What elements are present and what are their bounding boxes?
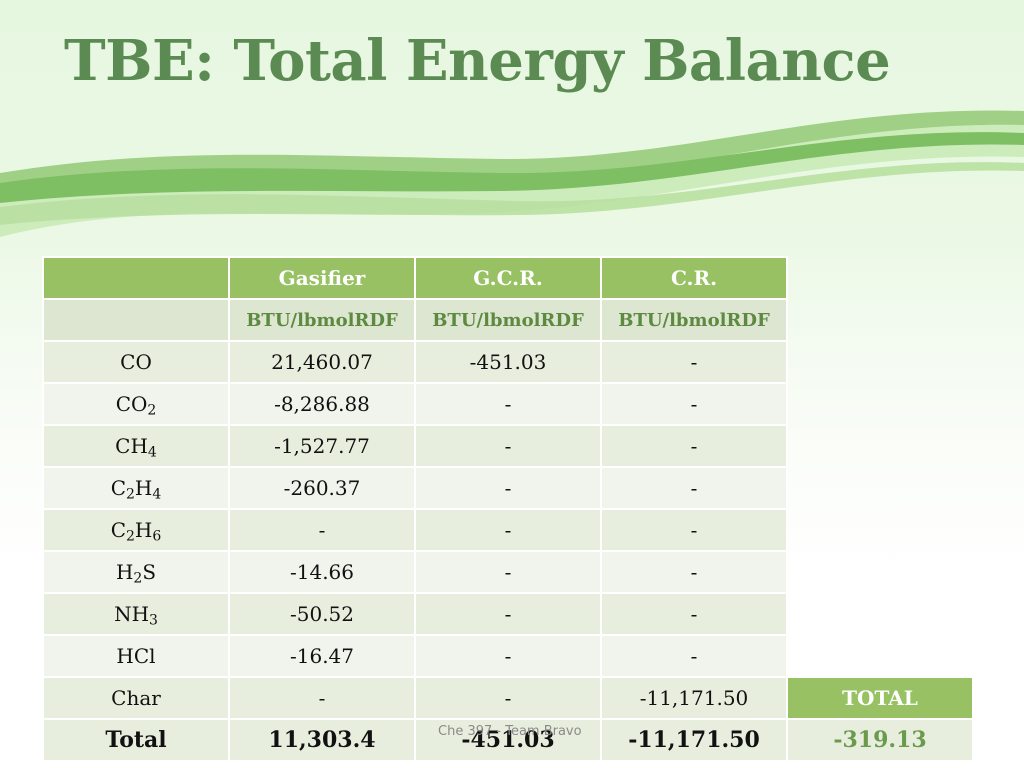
species-text: H	[115, 560, 134, 584]
table-row: CO 21,460.07 -451.03-	[42, 340, 973, 384]
species-text: C	[110, 476, 126, 500]
blank-cell	[787, 383, 973, 425]
gcr-cell: -451.03	[414, 340, 602, 384]
grand-total-value: -319.13	[786, 718, 974, 762]
decorative-swoosh	[0, 110, 1024, 237]
species-cell: Char	[42, 676, 230, 720]
total-gcr-cell: -451.03	[414, 718, 602, 762]
species-cell: NH3	[42, 592, 230, 636]
gcr-cell: -	[414, 550, 602, 594]
header-cell-blank	[42, 256, 230, 300]
gasifier-cell: -260.37	[228, 466, 416, 510]
gasifier-cell: 21,460.07	[228, 340, 416, 384]
species-text: C	[110, 518, 126, 542]
grand-total-label: TOTAL	[786, 676, 974, 720]
total-row: Total 11,303.4 -451.03 -11,171.50 -319.13	[42, 718, 974, 762]
species-text: S	[142, 560, 157, 584]
species-subscript: 4	[152, 486, 162, 503]
slide-title: TBE: Total Energy Balance	[64, 28, 891, 94]
species-cell: CO2	[42, 382, 230, 426]
table-row: C2H4 -260.37- -	[42, 466, 973, 510]
table-units-row: BTU/lbmolRDF BTU/lbmolRDF BTU/lbmolRDF	[42, 298, 973, 342]
gasifier-cell: -8,286.88	[228, 382, 416, 426]
header-cell-gasifier: Gasifier	[228, 256, 416, 300]
gcr-cell: -	[414, 466, 602, 510]
header-cell-gcr: G.C.R.	[414, 256, 602, 300]
cr-cell: -	[600, 508, 788, 552]
species-text: CO	[120, 350, 152, 374]
table-row: HCl -16.47- -	[42, 634, 973, 678]
species-text: H	[134, 476, 153, 500]
gcr-cell: -	[414, 508, 602, 552]
gcr-cell: -	[414, 634, 602, 678]
species-cell: H2S	[42, 550, 230, 594]
total-label-cell: Total	[42, 718, 230, 762]
gasifier-cell: -50.52	[228, 592, 416, 636]
table-row: H2S -14.66- -	[42, 550, 973, 594]
cr-cell: -	[600, 424, 788, 468]
table-row: Char - - -11,171.50 TOTAL	[42, 676, 974, 720]
species-cell: C2H4	[42, 466, 230, 510]
cr-cell: -	[600, 340, 788, 384]
energy-balance-table: Gasifier G.C.R. C.R. BTU/lbmolRDF BTU/lb…	[42, 256, 974, 762]
species-subscript: 6	[152, 528, 162, 545]
unit-cell-gasifier: BTU/lbmolRDF	[228, 298, 416, 342]
table-row: CO2 -8,286.88- -	[42, 382, 973, 426]
blank-cell	[787, 593, 973, 635]
species-subscript: 2	[126, 486, 135, 503]
gasifier-cell: -	[228, 676, 416, 720]
cr-cell: -	[600, 592, 788, 636]
cr-cell: -	[600, 382, 788, 426]
cr-cell: -	[600, 634, 788, 678]
species-cell: C2H6	[42, 508, 230, 552]
blank-cell	[787, 635, 973, 677]
gasifier-cell: -1,527.77	[228, 424, 416, 468]
species-cell: HCl	[42, 634, 230, 678]
unit-cell-gcr: BTU/lbmolRDF	[414, 298, 602, 342]
gasifier-cell: -	[228, 508, 416, 552]
species-cell: CO	[42, 340, 230, 384]
species-subscript: 4	[147, 444, 157, 461]
species-text: NH	[114, 602, 150, 626]
table-row: C2H6- - -	[42, 508, 973, 552]
total-cr-cell: -11,171.50	[600, 718, 788, 762]
species-text: CO	[115, 392, 148, 416]
species-subscript: 2	[147, 402, 157, 419]
gcr-cell: -	[414, 382, 602, 426]
cr-cell: -11,171.50	[600, 676, 788, 720]
gcr-cell: -	[414, 424, 602, 468]
cr-cell: -	[600, 550, 788, 594]
table-row: NH3 -50.52- -	[42, 592, 973, 636]
cr-cell: -	[600, 466, 788, 510]
unit-cell-blank	[42, 298, 230, 342]
header-cell-cr: C.R.	[600, 256, 788, 300]
table-header-row: Gasifier G.C.R. C.R.	[42, 256, 973, 300]
blank-cell	[787, 509, 973, 551]
gasifier-cell: -16.47	[228, 634, 416, 678]
species-text: Char	[111, 686, 161, 710]
species-text: HCl	[116, 644, 156, 668]
species-cell: CH4	[42, 424, 230, 468]
total-gasifier-cell: 11,303.4	[228, 718, 416, 762]
unit-cell-cr: BTU/lbmolRDF	[600, 298, 788, 342]
gasifier-cell: -14.66	[228, 550, 416, 594]
blank-cell	[787, 467, 973, 509]
blank-cell	[787, 341, 973, 383]
table-row: CH4 -1,527.77- -	[42, 424, 973, 468]
species-subscript: 2	[126, 528, 135, 545]
species-subscript: 3	[149, 612, 158, 629]
blank-cell	[787, 551, 973, 593]
blank-cell	[787, 425, 973, 467]
species-text: H	[134, 518, 153, 542]
gcr-cell: -	[414, 592, 602, 636]
species-subscript: 2	[133, 570, 143, 587]
footer-text: Che 397 - Team Bravo	[438, 724, 582, 739]
gcr-cell: -	[414, 676, 602, 720]
species-text: CH	[115, 434, 148, 458]
